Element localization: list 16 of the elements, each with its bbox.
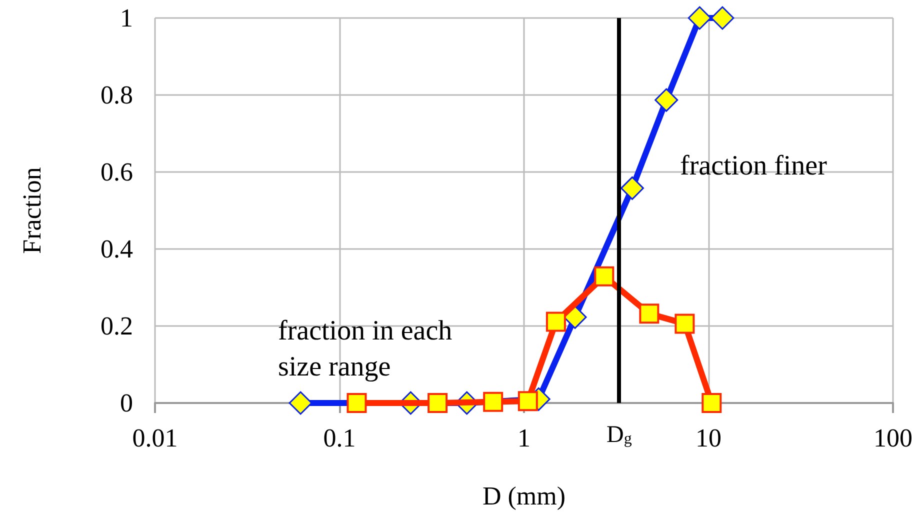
x-tick-label: 10	[696, 424, 722, 452]
series-label: fraction in each size range	[278, 316, 460, 382]
ref-line-label: Dg	[606, 422, 632, 448]
x-axis-title: D (mm)	[482, 482, 566, 510]
y-tick-label: 0.8	[100, 80, 133, 110]
x-tick-label: 0.01	[132, 424, 178, 452]
x-tick-label: 1	[518, 424, 530, 452]
y-tick-label: 0.4	[100, 234, 133, 264]
series-label: fraction finer	[680, 150, 828, 182]
y-axis-title: Fraction	[18, 167, 46, 254]
x-tick-label: 100	[874, 424, 912, 452]
y-tick-label: 0.6	[100, 158, 133, 186]
y-tick-label: 0.2	[100, 312, 133, 340]
y-tick-label: 1	[120, 4, 133, 32]
y-tick-label: 0	[120, 388, 133, 418]
x-tick-label: 0.1	[323, 424, 356, 452]
